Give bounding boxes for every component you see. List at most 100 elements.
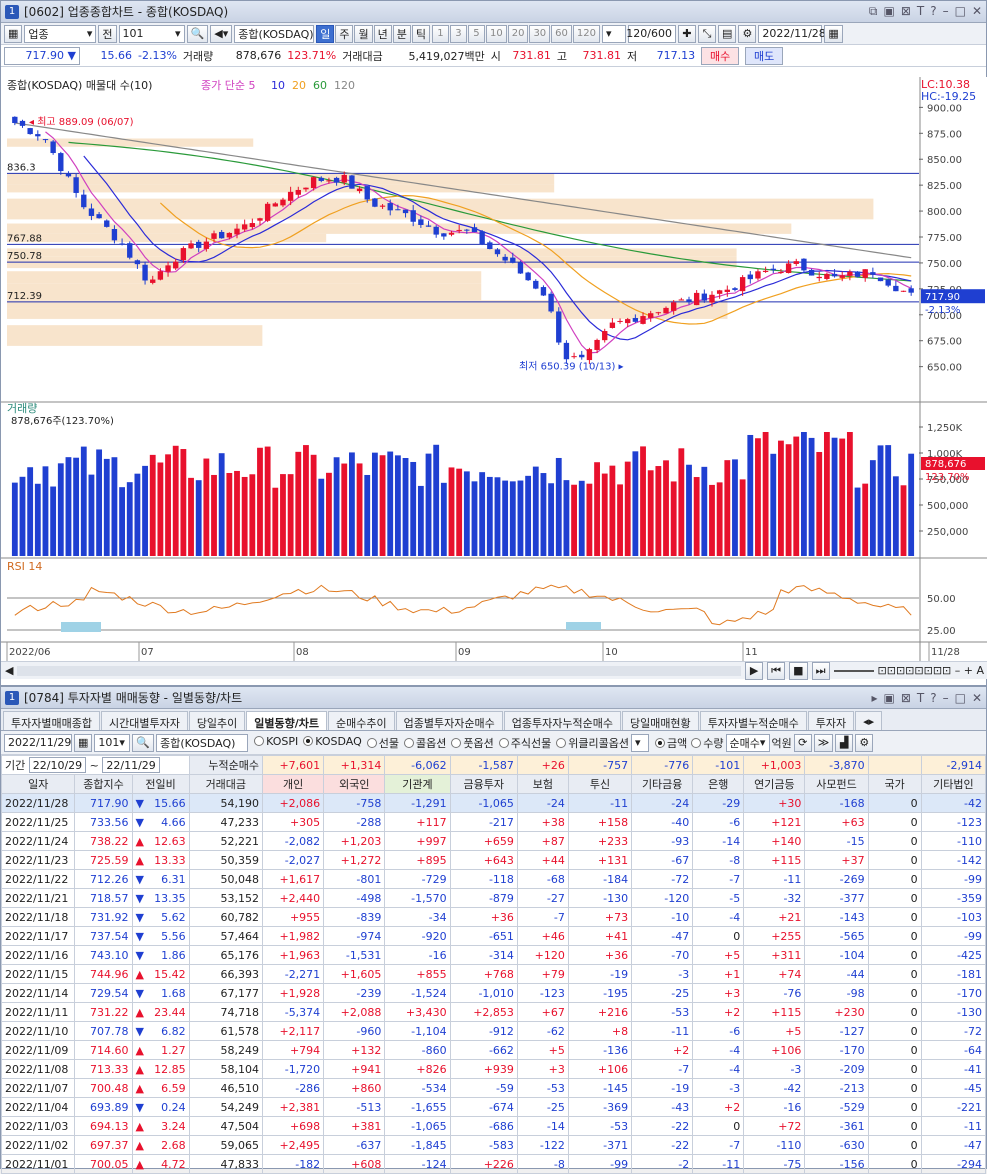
chart-icon[interactable]: ▟ — [835, 733, 854, 752]
flow-tab[interactable]: 투자자별매매종합 — [3, 711, 100, 730]
column-header[interactable]: 보험 — [516, 774, 569, 794]
flow-code-input[interactable]: 101 ▾ — [94, 733, 131, 752]
minute-button[interactable]: 10 — [485, 24, 507, 43]
buy-button[interactable]: 매수 — [701, 46, 740, 65]
calendar-icon[interactable]: ▦ — [824, 24, 843, 43]
table-row[interactable]: 2022/11/21 718.57 ▼ 13.35 53,152 +2,440 -498 -1… — [0, 888, 987, 908]
market-select[interactable]: ▾ — [631, 733, 649, 752]
stop-icon[interactable]: ■ — [789, 661, 808, 680]
lock-icon[interactable]: ⊠ — [900, 690, 911, 705]
flow-tab[interactable]: 투자자 — [807, 711, 855, 730]
mode-select[interactable]: 순매수 ▾ — [725, 733, 770, 752]
table-row[interactable]: 2022/11/04 693.89 ▼ 0.24 54,249 +2,381 -513 -1,… — [0, 1097, 987, 1117]
period-from-input[interactable]: 22/10/29 — [28, 757, 87, 774]
period-button[interactable]: 년 — [373, 24, 392, 43]
column-header[interactable]: 은행 — [692, 774, 745, 794]
period-button[interactable]: 일 — [316, 24, 335, 43]
minute-button[interactable]: 3 — [449, 24, 467, 43]
flow-tab[interactable]: 업종별투자자순매수 — [395, 711, 503, 730]
flow-date-input[interactable]: 2022/11/29 — [4, 733, 72, 752]
flow-tab[interactable]: 순매수추이 — [328, 711, 395, 730]
scroll-track[interactable] — [17, 665, 742, 676]
table-row[interactable]: 2022/11/14 729.54 ▼ 1.68 67,177 +1,928 -239 -1,… — [0, 983, 987, 1003]
unit-radio[interactable]: 수량 — [691, 735, 724, 751]
crosshair-icon[interactable]: ✚ — [678, 24, 696, 43]
minute-button[interactable]: 120 — [572, 24, 600, 43]
flow-tab[interactable]: 당일매매현황 — [621, 711, 699, 730]
column-header[interactable]: 전일비 — [131, 774, 190, 794]
market-radio[interactable]: 주식선물 — [498, 735, 551, 751]
save-icon[interactable]: ▤ — [718, 24, 737, 43]
calendar-icon[interactable]: ▦ — [74, 733, 93, 752]
text-icon[interactable]: T — [916, 4, 925, 18]
unit-radio[interactable]: 금액 — [655, 735, 687, 751]
table-row[interactable]: 2022/11/22 712.26 ▼ 6.31 50,048 +1,617 -801 -72… — [0, 869, 987, 889]
layout-icon[interactable]: ▦ — [4, 24, 23, 43]
column-header[interactable]: 거래대금 — [188, 774, 264, 794]
sell-button[interactable]: 매도 — [745, 46, 784, 65]
column-header[interactable]: 기관계 — [384, 774, 451, 794]
minute-select[interactable]: ▾ — [602, 24, 626, 43]
tabs-scroll-icon[interactable]: ◂▸ — [855, 711, 883, 730]
column-header[interactable]: 기타금융 — [631, 774, 694, 794]
market-radio[interactable]: KOSPI — [254, 735, 298, 751]
column-header[interactable]: 일자 — [0, 774, 76, 794]
close-icon[interactable]: ✕ — [971, 4, 982, 18]
table-row[interactable]: 2022/11/02 697.37 ▲ 2.68 59,065 +2,495 -637 -1,… — [0, 1135, 987, 1155]
scroll-right-icon[interactable]: ▶ — [745, 661, 764, 680]
flow-tab[interactable]: 당일추이 — [188, 711, 246, 730]
table-row[interactable]: 2022/11/07 700.48 ▲ 6.59 46,510 -286 +860 -534-… — [0, 1078, 987, 1098]
market-radio[interactable]: 선물 — [366, 735, 399, 751]
market-radio[interactable]: 콜옵션 — [404, 735, 446, 751]
arrow-icon[interactable]: ▸ — [871, 690, 878, 705]
refresh-icon[interactable]: ⟳ — [793, 733, 812, 752]
period-to-input[interactable]: 22/11/29 — [102, 757, 160, 774]
sound-icon[interactable]: ◀▾ — [210, 24, 233, 43]
lock-icon[interactable]: ⊠ — [900, 4, 911, 18]
first-icon[interactable]: ⏮ — [767, 661, 786, 680]
column-header[interactable]: 투신 — [567, 774, 633, 794]
minute-button[interactable]: 20 — [507, 24, 529, 43]
column-header[interactable]: 연기금등 — [743, 774, 806, 794]
minimize-icon[interactable]: – — [942, 4, 949, 18]
table-row[interactable]: 2022/11/25 733.56 ▼ 4.66 47,233 +305 -288 +117-… — [0, 812, 987, 832]
column-header[interactable]: 종합지수 — [74, 774, 133, 794]
table-row[interactable]: 2022/11/24 738.22 ▲ 12.63 52,221 -2,082 +1,203… — [0, 831, 987, 851]
column-header[interactable]: 기타법인 — [920, 774, 987, 794]
flow-tab[interactable]: 업종투자자누적순매수 — [503, 711, 621, 730]
price-chart[interactable]: 650.00675.00700.00725.00750.00775.00800.… — [1, 77, 987, 677]
date-input[interactable]: 2022/11/28 — [758, 24, 826, 43]
help-icon[interactable]: ? — [930, 690, 937, 705]
minimize-icon[interactable]: – — [942, 690, 949, 705]
market-radio[interactable]: KOSDAQ — [303, 735, 362, 751]
table-row[interactable]: 2022/11/23 725.59 ▲ 13.33 50,359 -2,027 +1,272… — [0, 850, 987, 870]
help-icon[interactable]: ? — [930, 4, 937, 18]
period-button[interactable]: 주 — [335, 24, 354, 43]
table-row[interactable]: 2022/11/11 731.22 ▲ 23.44 74,718 -5,374 +2,088… — [0, 1002, 987, 1022]
gear-icon[interactable]: ⚙ — [738, 24, 757, 43]
table-row[interactable]: 2022/11/03 694.13 ▲ 3.24 47,504 +698 +381 -1,06… — [0, 1116, 987, 1136]
close-icon[interactable]: ✕ — [971, 690, 982, 705]
table-row[interactable]: 2022/11/18 731.92 ▼ 5.62 60,782 +955 -839 -34 +3… — [0, 907, 987, 927]
column-header[interactable]: 개인 — [262, 774, 325, 794]
table-row[interactable]: 2022/11/16 743.10 ▼ 1.86 65,176 +1,963 -1,531-… — [0, 945, 987, 965]
draw-icon[interactable]: ⤡ — [698, 24, 716, 43]
table-row[interactable]: 2022/11/15 744.96 ▲ 15.42 66,393 -2,271 +1,605… — [0, 964, 987, 984]
column-header[interactable]: 국가 — [867, 774, 922, 794]
minute-button[interactable]: 30 — [529, 24, 551, 43]
table-row[interactable]: 2022/11/01 700.05 ▲ 4.72 47,833 -182 +608 -124 +… — [0, 1154, 987, 1174]
minute-button[interactable]: 1 — [431, 24, 449, 43]
zoom-slider[interactable] — [833, 669, 874, 672]
maximize-icon[interactable]: □ — [954, 690, 966, 705]
flow-tab[interactable]: 일별동향/차트 — [246, 711, 328, 730]
chart-scrollbar[interactable]: ◀ ▶ ⏮ ■ ⏭ ⊡⊡⊡⊡⊡⊡⊡⊡ – + A — [1, 661, 987, 680]
period-button[interactable]: 월 — [354, 24, 373, 43]
scroll-left-icon[interactable]: ◀ — [5, 664, 14, 677]
table-row[interactable]: 2022/11/17 737.54 ▼ 5.56 57,464 +1,982 -974 -92… — [0, 926, 987, 946]
market-radio[interactable]: 풋옵션 — [451, 735, 494, 751]
table-row[interactable]: 2022/11/09 714.60 ▲ 1.27 58,249 +794 +132 -860-… — [0, 1040, 987, 1060]
market-radio[interactable]: 위클리콜옵션 — [556, 735, 629, 751]
category-select[interactable]: 업종 ▾ — [24, 24, 97, 43]
link-icon[interactable]: ▣ — [883, 4, 895, 18]
period-button[interactable]: 틱 — [411, 24, 430, 43]
